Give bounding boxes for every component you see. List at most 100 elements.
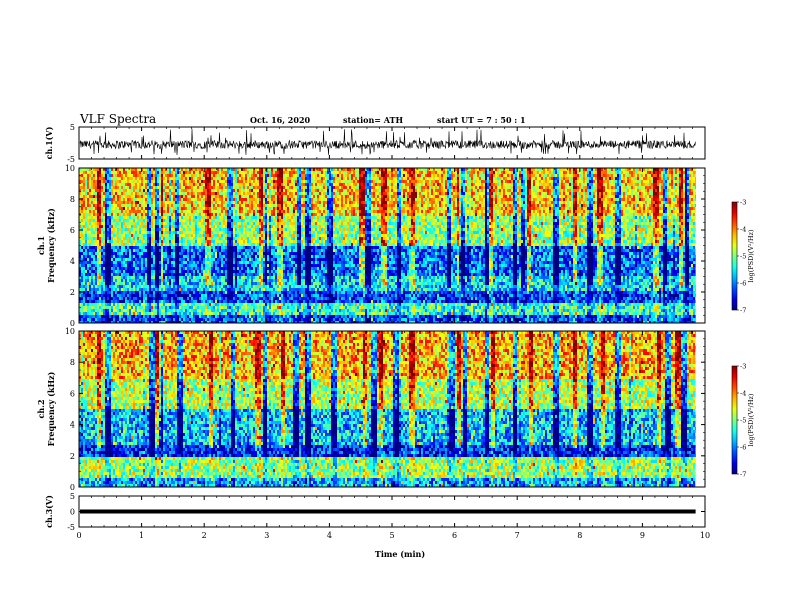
spectrogram-cell — [167, 228, 169, 231]
spectrogram-cell — [123, 312, 125, 315]
spectrogram-cell — [153, 267, 155, 270]
spectrogram-cell — [113, 207, 115, 210]
spectrogram-cell — [133, 306, 135, 309]
spectrogram-cell — [157, 204, 159, 207]
spectrogram-cell — [81, 267, 83, 270]
spectrogram-cell — [111, 291, 113, 294]
spectrogram-cell — [133, 303, 135, 306]
spectrogram-cell — [151, 246, 153, 249]
spectrogram-cell — [237, 273, 239, 276]
spectrogram-cell — [241, 201, 243, 204]
spectrogram-cell — [239, 228, 241, 231]
spectrogram-cell — [121, 288, 123, 291]
spectrogram-cell — [167, 267, 169, 270]
spectrogram-cell — [99, 189, 101, 192]
spectrogram-cell — [179, 282, 181, 285]
spectrogram-cell — [129, 216, 131, 219]
spectrogram-cell — [119, 189, 121, 192]
spectrogram-cell — [251, 198, 253, 201]
spectrogram-cell — [181, 219, 183, 222]
spectrogram-cell — [175, 219, 177, 222]
spectrogram-cell — [143, 258, 145, 261]
spectrogram-cell — [117, 219, 119, 222]
spectrogram-cell — [219, 297, 221, 300]
spectrogram-cell — [221, 189, 223, 192]
spectrogram-cell — [125, 318, 127, 321]
spectrogram-cell — [213, 180, 215, 183]
spectrogram-cell — [237, 219, 239, 222]
spectrogram-cell — [95, 297, 97, 300]
spectrogram-cell — [149, 213, 151, 216]
spectrogram-cell — [241, 291, 243, 294]
spectrogram-cell — [185, 240, 187, 243]
spectrogram-cell — [181, 213, 183, 216]
spectrogram-cell — [157, 195, 159, 198]
spectrogram-cell — [131, 288, 133, 291]
spectrogram-cell — [95, 267, 97, 270]
spectrogram-cell — [107, 282, 109, 285]
spectrogram-cell — [173, 174, 175, 177]
spectrogram-cell — [85, 240, 87, 243]
spectrogram-cell — [243, 189, 245, 192]
spectrogram-cell — [139, 282, 141, 285]
spectrogram-cell — [145, 225, 147, 228]
spectrogram-cell — [123, 192, 125, 195]
spectrogram-cell — [149, 180, 151, 183]
spectrogram-cell — [193, 198, 195, 201]
spectrogram-cell — [143, 210, 145, 213]
spectrogram-cell — [223, 195, 225, 198]
spectrogram-cell — [155, 204, 157, 207]
spectrogram-cell — [251, 300, 253, 303]
spectrogram-cell — [217, 297, 219, 300]
spectrogram-cell — [181, 195, 183, 198]
spectrogram-cell — [265, 225, 267, 228]
spectrogram-cell — [173, 291, 175, 294]
spectrogram-cell — [259, 174, 261, 177]
spectrogram-cell — [201, 222, 203, 225]
spectrogram-cell — [145, 315, 147, 318]
spectrogram-cell — [219, 243, 221, 246]
spectrogram-cell — [237, 225, 239, 228]
spectrogram-cell — [237, 183, 239, 186]
spectrogram-cell — [163, 183, 165, 186]
spectrogram-cell — [109, 186, 111, 189]
spectrogram-cell — [241, 207, 243, 210]
spectrogram-cell — [187, 240, 189, 243]
spectrogram-cell — [95, 249, 97, 252]
spectrogram-cell — [241, 225, 243, 228]
spectrogram-cell — [227, 180, 229, 183]
spectrogram-cell — [239, 267, 241, 270]
spectrogram-cell — [175, 210, 177, 213]
spectrogram-cell — [83, 225, 85, 228]
spectrogram-cell — [241, 270, 243, 273]
spectrogram-cell — [129, 192, 131, 195]
spectrogram-cell — [203, 306, 205, 309]
spectrogram-cell — [247, 231, 249, 234]
spectrogram-cell — [201, 294, 203, 297]
spectrogram-cell — [161, 303, 163, 306]
spectrogram-cell — [101, 183, 103, 186]
spectrogram-cell — [131, 189, 133, 192]
spectrogram-cell — [121, 195, 123, 198]
spectrogram-cell — [255, 303, 257, 306]
spectrogram-cell — [135, 291, 137, 294]
spectrogram-cell — [205, 264, 207, 267]
spectrogram-cell — [87, 213, 89, 216]
spectrogram-cell — [141, 249, 143, 252]
spectrogram-cell — [189, 201, 191, 204]
spectrogram-cell — [187, 228, 189, 231]
spectrogram-cell — [131, 225, 133, 228]
spectrogram-cell — [117, 195, 119, 198]
spectrogram-cell — [109, 171, 111, 174]
spectrogram-cell — [87, 255, 89, 258]
spectrogram-cell — [155, 225, 157, 228]
spectrogram-cell — [127, 195, 129, 198]
spectrogram-cell — [219, 273, 221, 276]
spectrogram-cell — [233, 318, 235, 321]
spectrogram-cell — [237, 237, 239, 240]
spectrogram-cell — [189, 288, 191, 291]
spectrogram-cell — [247, 291, 249, 294]
spectrogram-cell — [91, 228, 93, 231]
spectrogram-cell — [99, 300, 101, 303]
spectrogram-cell — [161, 291, 163, 294]
